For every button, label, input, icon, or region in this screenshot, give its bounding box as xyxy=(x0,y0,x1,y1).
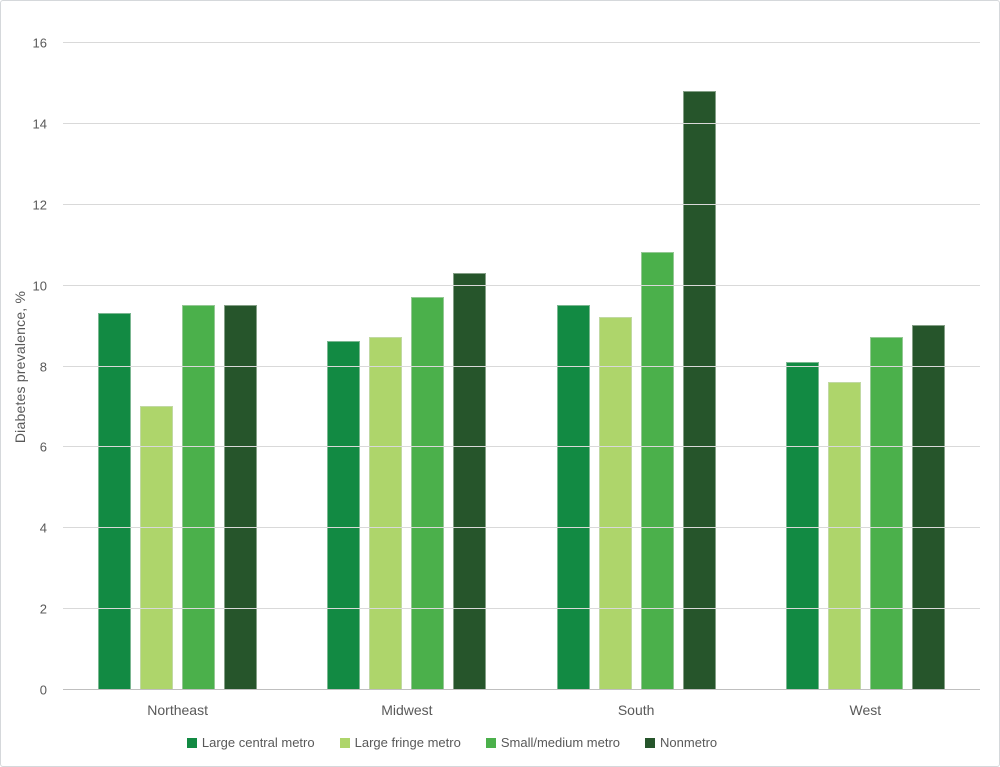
y-tick-label-0: 0 xyxy=(39,682,47,698)
y-tick-label-2: 2 xyxy=(39,601,47,617)
bar-nonmetro-west xyxy=(911,325,945,689)
legend-item-nonmetro: Nonmetro xyxy=(645,735,717,750)
legend-swatch-icon xyxy=(339,737,350,748)
gridline-10 xyxy=(63,284,980,286)
legend-label: Nonmetro xyxy=(660,735,718,750)
legend-item-small-medium-metro: Small/medium metro xyxy=(485,735,621,750)
bar-large-fringe-metro-west xyxy=(827,381,861,689)
legend-swatch-icon xyxy=(186,737,197,748)
y-tick-label-14: 14 xyxy=(32,116,47,132)
legend-label: Small/medium metro xyxy=(500,735,621,750)
y-tick-label-12: 12 xyxy=(32,197,47,213)
legend-item-large-fringe-metro: Large fringe metro xyxy=(339,735,461,750)
gridline-2 xyxy=(63,608,980,610)
x-axis-labels: Northeast Midwest South West xyxy=(63,702,980,718)
gridline-8 xyxy=(63,365,980,367)
bar-group-west xyxy=(751,42,980,689)
bar-nonmetro-south xyxy=(682,90,716,689)
x-axis-label-northeast: Northeast xyxy=(147,702,208,718)
plot-area xyxy=(63,42,980,690)
bar-small-medium-metro-northeast xyxy=(182,304,216,689)
y-tick-label-4: 4 xyxy=(39,520,47,536)
bar-large-fringe-metro-south xyxy=(598,317,632,689)
x-axis-label-west: West xyxy=(849,702,882,718)
legend-item-large-central-metro: Large central metro xyxy=(186,735,315,750)
bar-large-fringe-metro-midwest xyxy=(369,337,403,689)
bar-small-medium-metro-midwest xyxy=(411,296,445,689)
legend-swatch-icon xyxy=(485,737,496,748)
x-axis-label-midwest: Midwest xyxy=(381,702,433,718)
gridline-12 xyxy=(63,203,980,205)
y-tick-label-8: 8 xyxy=(39,359,47,374)
gridline-16 xyxy=(63,42,980,43)
x-axis-line xyxy=(63,689,980,690)
bar-large-central-metro-northeast xyxy=(98,312,132,689)
bar-large-central-metro-south xyxy=(556,304,590,689)
y-tick-label-10: 10 xyxy=(32,278,47,294)
bar-large-fringe-metro-northeast xyxy=(140,405,174,689)
y-tick-label-16: 16 xyxy=(32,35,47,51)
legend-label: Large central metro xyxy=(201,735,315,750)
bar-large-central-metro-midwest xyxy=(327,341,361,689)
gridline-6 xyxy=(63,446,980,448)
bar-small-medium-metro-south xyxy=(640,252,674,689)
gridline-4 xyxy=(63,527,980,529)
bar-group-northeast xyxy=(63,42,292,689)
y-tick-label-6: 6 xyxy=(39,439,47,455)
legend-label: Large fringe metro xyxy=(354,735,461,750)
x-axis-label-south: South xyxy=(617,702,655,718)
bar-group-midwest xyxy=(292,42,521,689)
bar-small-medium-metro-west xyxy=(869,337,903,689)
bar-large-central-metro-west xyxy=(785,361,819,689)
bar-nonmetro-midwest xyxy=(453,272,487,689)
legend: Large central metro Large fringe metro Sma… xyxy=(1,735,951,750)
legend-swatch-icon xyxy=(645,737,656,748)
gridline-14 xyxy=(63,122,980,124)
bar-group-south xyxy=(522,42,751,689)
bar-groups xyxy=(63,42,980,689)
bar-nonmetro-northeast xyxy=(224,304,258,689)
